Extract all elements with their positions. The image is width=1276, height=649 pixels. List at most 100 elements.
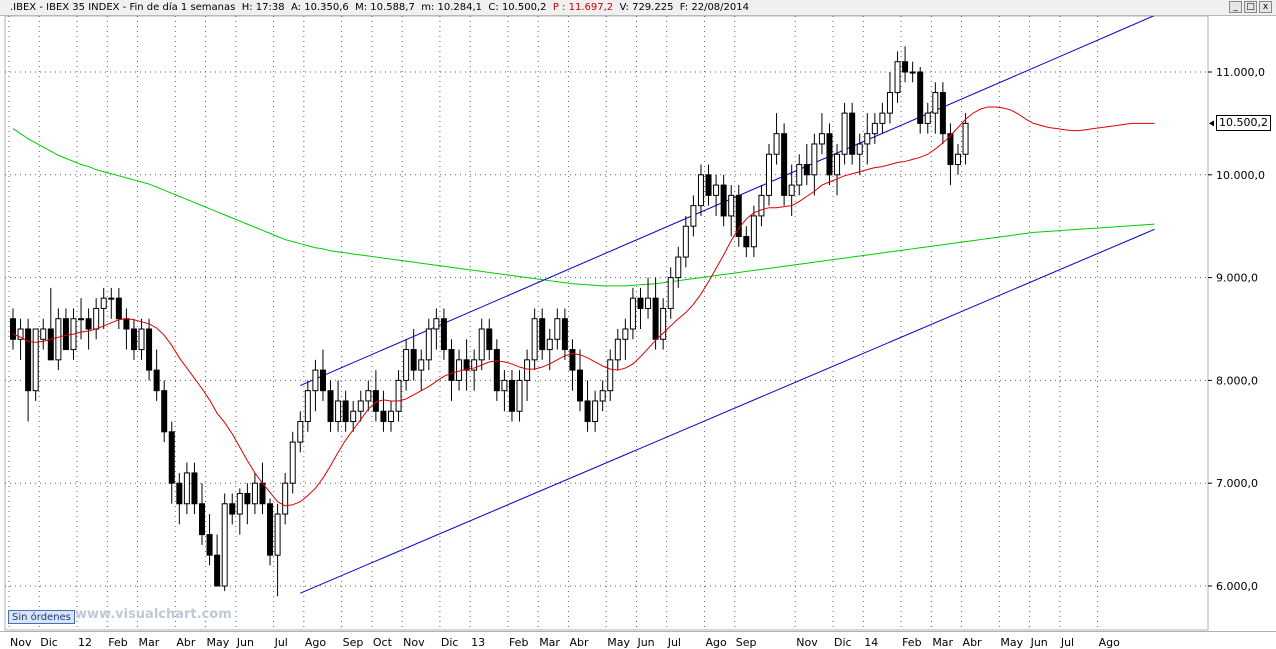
candle-body: [697, 174, 704, 207]
candle-body: [319, 369, 326, 392]
orders-status-badge[interactable]: Sin órdenes: [8, 610, 75, 624]
candle-body: [728, 194, 735, 217]
moving-average-long-line: [12, 128, 1155, 287]
x-tick-label: 12: [78, 636, 93, 649]
stat-value-m-low: 10.284,1: [437, 2, 483, 13]
x-tick-label: Mar: [138, 636, 160, 649]
candle-body: [493, 349, 500, 392]
candle-body: [871, 122, 878, 135]
candle-body: [902, 61, 909, 73]
stat-value-a: 10.350,6: [304, 2, 349, 13]
maximize-button[interactable]: □: [1244, 1, 1257, 13]
candle-body: [569, 349, 576, 371]
candle-body: [841, 112, 848, 155]
candle-body: [78, 318, 85, 321]
candle-body: [17, 328, 24, 340]
candle-body: [947, 133, 954, 166]
stat-value-c: 10.500,2: [501, 2, 547, 13]
candle-body: [818, 133, 825, 145]
y-tick-label: 7.000,0: [1216, 477, 1258, 490]
candle-body: [146, 328, 153, 371]
candle-body: [403, 349, 410, 381]
candle-body: [675, 256, 682, 279]
candle-body: [236, 492, 243, 515]
channel-lower-line: [300, 228, 1155, 594]
candle-body: [849, 112, 856, 155]
moving-average-short-line: [12, 106, 1155, 507]
candle-body: [259, 482, 266, 505]
candle-body: [811, 143, 818, 176]
x-tick-label: 14: [864, 636, 879, 649]
x-tick-label: Jun: [236, 636, 254, 649]
candle-body: [357, 400, 364, 412]
candle-body: [758, 194, 765, 217]
candle-body: [856, 143, 863, 155]
candle-body: [773, 133, 780, 155]
plot-area: [4, 16, 1209, 631]
candle-body: [924, 112, 931, 124]
minimize-button[interactable]: _: [1229, 1, 1242, 13]
title-info: .IBEX - IBEX 35 INDEX - Fin de día 1 sem…: [10, 2, 749, 13]
instrument-name: IBEX 35 INDEX: [46, 2, 120, 13]
x-tick-label: Feb: [902, 636, 922, 649]
candle-body: [614, 338, 621, 361]
candle-body: [108, 297, 115, 300]
x-tick-label: May: [1000, 636, 1024, 649]
x-tick-label: Mar: [539, 636, 560, 649]
candle-body: [335, 400, 342, 423]
candle-body: [917, 71, 924, 124]
candle-body: [267, 503, 274, 556]
x-tick-label: Jun: [1030, 636, 1048, 649]
x-tick-label: Nov: [796, 636, 818, 649]
candle-body: [713, 184, 720, 196]
candle-body: [766, 153, 772, 196]
candle-body: [463, 359, 470, 371]
candle-body: [183, 472, 190, 505]
candle-body: [478, 328, 485, 361]
candle-body: [690, 205, 697, 227]
stat-label-a: A:: [290, 2, 302, 13]
chart-window-titlebar[interactable]: .IBEX - IBEX 35 INDEX - Fin de día 1 sem…: [0, 0, 1276, 16]
candle-body: [554, 318, 561, 340]
candle-body: [304, 390, 311, 423]
candle-body: [524, 359, 531, 381]
window-controls: _ □ x: [1229, 1, 1272, 13]
candle-body: [577, 369, 583, 402]
candle-body: [214, 554, 221, 587]
candle-body: [705, 174, 712, 196]
close-button[interactable]: x: [1259, 1, 1272, 13]
candle-body: [629, 297, 636, 330]
candle-body: [750, 215, 757, 248]
candle-body: [47, 328, 54, 361]
x-tick-label: May: [206, 636, 230, 649]
stat-label-c: C:: [488, 2, 499, 13]
candle-body: [251, 482, 258, 505]
candle-body: [199, 503, 205, 536]
x-tick-label: Nov: [10, 636, 32, 649]
candle-body: [221, 503, 228, 587]
candle-body: [932, 92, 939, 114]
candle-body: [448, 349, 455, 381]
candle-body: [592, 400, 599, 423]
candle-body: [508, 379, 515, 412]
stat-value-p: 11.697,2: [568, 2, 614, 13]
candle-body: [25, 328, 32, 392]
candle-body: [531, 318, 538, 361]
candle-body: [100, 297, 107, 309]
y-tick-label: 8.000,0: [1216, 374, 1258, 387]
x-tick-label: Nov: [403, 636, 425, 649]
stat-label-h: H:: [241, 2, 253, 13]
watermark-logo: www.visualchart.com: [75, 607, 232, 622]
candle-body: [365, 390, 372, 402]
candle-body: [781, 133, 788, 196]
candle-body: [788, 184, 795, 196]
period-text: Fin de día 1 semanas: [129, 2, 236, 13]
candle-body: [471, 359, 478, 371]
x-tick-label: 13: [471, 636, 486, 649]
candle-body: [289, 441, 296, 484]
price-chart[interactable]: 11.000,0 10.000,0 9.000,0 8.000,0 7.000,0 6.0…: [0, 16, 1276, 631]
y-tick-label: 9.000,0: [1216, 272, 1258, 285]
candle-body: [599, 390, 606, 402]
x-tick-label: Dic: [834, 636, 852, 649]
candle-body: [130, 328, 137, 351]
